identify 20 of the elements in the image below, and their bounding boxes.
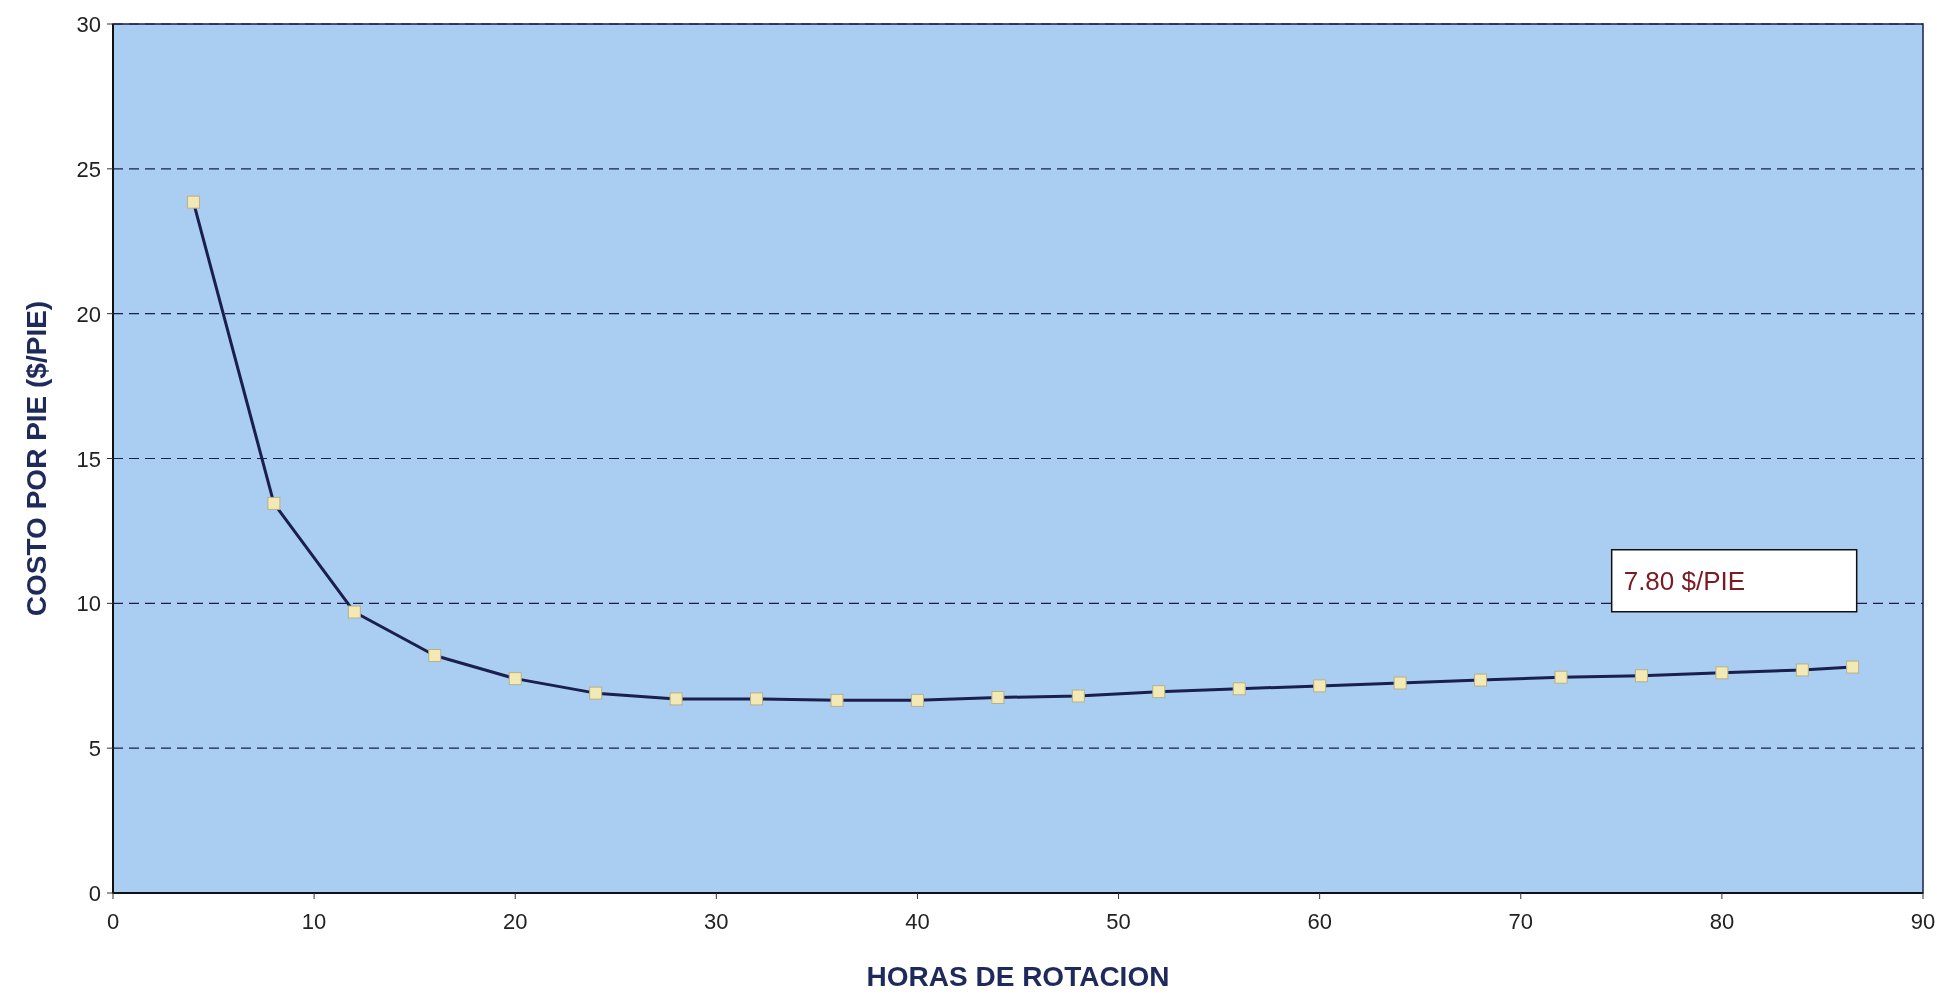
x-tick-label: 20 xyxy=(502,909,528,934)
y-tick-label: 10 xyxy=(76,591,101,617)
y-tick-label: 15 xyxy=(76,446,101,472)
y-tick-label: 20 xyxy=(76,301,101,327)
annotation: 7.80 $/PIE xyxy=(1623,565,1746,596)
x-tick-label: 80 xyxy=(1709,909,1735,934)
x-axis-title: HORAS DE ROTACION xyxy=(866,961,1170,992)
y-axis-title: COSTO POR PIE ($/PIE) xyxy=(21,300,52,617)
x-tick-label: 0 xyxy=(106,909,120,934)
y-tick-label: 5 xyxy=(88,736,101,762)
x-tick-label: 40 xyxy=(905,909,930,934)
y-tick-label: 30 xyxy=(76,12,101,37)
x-tick-label: 10 xyxy=(301,909,327,934)
x-tick-label: 60 xyxy=(1307,909,1332,934)
x-tick-label: 30 xyxy=(704,909,729,934)
y-tick-label: 0 xyxy=(88,881,101,906)
y-tick-label: 25 xyxy=(76,156,101,182)
x-tick-label: 50 xyxy=(1106,909,1131,934)
x-tick-label: 70 xyxy=(1508,909,1534,934)
x-tick-label: 90 xyxy=(1910,909,1936,934)
